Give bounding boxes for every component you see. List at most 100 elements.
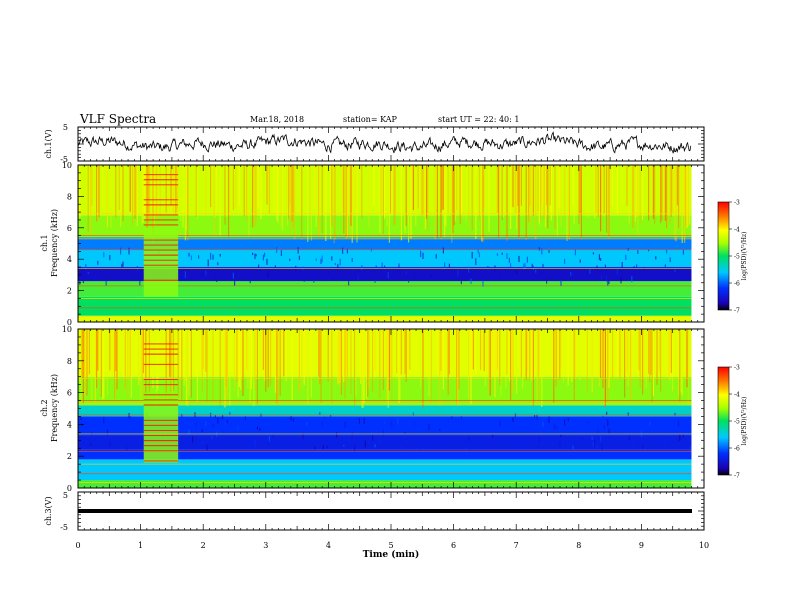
spectrogram-streak: [354, 329, 356, 406]
spectrogram-streak: [554, 329, 556, 376]
spectrogram-streak: [86, 329, 88, 396]
spectrogram-streak: [632, 165, 634, 229]
ch1-spectrogram-ylabel-line1: ch.1: [40, 234, 49, 251]
spectrogram-streak: [234, 329, 236, 392]
spectrogram-streak: [556, 426, 558, 430]
spectrogram-streak: [400, 329, 402, 375]
spectrogram-streak: [291, 329, 293, 400]
spectrogram-streak: [426, 165, 428, 219]
spectrogram-streak: [91, 165, 93, 207]
spectrogram-streak: [424, 165, 426, 230]
spectrogram-streak: [430, 274, 432, 278]
spectrogram-streak: [325, 165, 327, 241]
spectrogram-streak: [684, 165, 686, 243]
spectrogram-streak: [198, 255, 200, 259]
spectrogram-streak: [374, 444, 376, 448]
spectrogram-streak: [361, 329, 363, 408]
spectrogram-streak: [114, 329, 116, 399]
spectrogram-streak: [105, 280, 107, 286]
spectrogram-streak: [242, 329, 244, 397]
spectrogram-streak: [609, 165, 611, 206]
spectrogram-streak: [687, 165, 689, 227]
spectrogram-streak: [404, 165, 406, 233]
spectrogram-streak: [195, 165, 197, 218]
time-tick-label: 9: [639, 541, 644, 550]
spectrogram-streak: [211, 434, 213, 440]
spectrogram-streak: [351, 165, 353, 243]
spectrogram-streak: [390, 165, 392, 213]
spectrogram-streak: [600, 258, 602, 261]
spectrogram-streak: [272, 435, 274, 439]
spectrogram-streak: [265, 329, 267, 392]
spectrogram-streak: [338, 329, 340, 386]
spectrogram-streak: [136, 165, 138, 227]
spectrogram-streak: [608, 329, 610, 389]
spectrogram-streak: [97, 260, 99, 265]
ch3-waveform-ticks: [77, 491, 705, 531]
spectrogram-streak: [649, 329, 651, 383]
spectrogram-streak: [79, 329, 81, 383]
spectrogram-streak: [602, 415, 604, 423]
spectrogram-streak: [669, 257, 671, 263]
spectrogram-streak: [495, 329, 497, 371]
spectrogram-streak: [508, 257, 510, 263]
spectrogram-streak: [266, 329, 268, 372]
spectrogram-streak: [472, 329, 474, 370]
spectrogram-streak: [559, 165, 561, 208]
spectrogram-streak: [398, 329, 400, 403]
spectrogram-streak: [483, 329, 485, 372]
ch1-colorbar: -3 -4 -5 -6 -7 log(PSD)(V²/Hz): [717, 200, 748, 315]
spectrogram-streak: [685, 165, 687, 226]
spectrogram-streak: [496, 253, 498, 256]
spectrogram-streak: [546, 278, 548, 284]
spectrogram-streak: [520, 165, 522, 206]
spectrogram-streak: [410, 165, 412, 239]
spectrogram-streak: [98, 165, 100, 218]
spectrogram-streak: [129, 165, 131, 212]
spectrogram-streak: [573, 329, 575, 401]
spectrogram-streak: [676, 165, 678, 206]
spectrogram-streak: [266, 258, 268, 265]
spectrogram-streak: [600, 435, 602, 441]
spectrogram-band: [78, 480, 692, 488]
spectrogram-streak: [249, 329, 251, 403]
spectrogram-streak: [538, 436, 540, 443]
spectrogram-streak: [631, 276, 633, 283]
spectrogram-streak: [678, 420, 680, 427]
spectrogram-streak: [384, 165, 386, 219]
spectrogram-streak: [596, 265, 598, 270]
spectrogram-streak: [589, 268, 591, 274]
spectrogram-streak: [676, 274, 678, 278]
spectrogram-streak: [180, 165, 182, 221]
spectrogram-streak: [188, 252, 190, 257]
spectrogram-streak: [451, 165, 453, 243]
spectrogram-streak: [470, 278, 472, 284]
spectrogram-streak: [616, 329, 618, 378]
spectrogram-band: [78, 416, 692, 436]
spectrogram-streak: [500, 329, 502, 396]
spectrogram-streak: [542, 421, 544, 428]
spectrogram-streak: [674, 412, 676, 416]
spectrogram-streak: [212, 254, 214, 260]
spectrogram-streak: [572, 329, 574, 374]
spectrogram-streak: [313, 279, 315, 283]
spectrogram-streak: [642, 444, 644, 450]
spectrogram-streak: [212, 329, 214, 403]
spectrogram-streak: [345, 329, 347, 372]
spectrogram-streak: [236, 329, 238, 382]
spectrogram-streak: [186, 329, 188, 405]
spectrogram-streak: [102, 165, 104, 208]
spectrogram-streak: [243, 165, 245, 217]
spectrogram-band: [78, 315, 692, 322]
spectrogram-streak: [216, 165, 218, 211]
spectrogram-streak: [660, 329, 662, 392]
spectrogram-streak: [475, 165, 477, 239]
spectrogram-streak: [554, 165, 556, 230]
spectrogram-streak: [632, 439, 634, 445]
spectrogram-streak: [434, 165, 436, 240]
spectrogram-streak: [633, 266, 635, 269]
spectrogram-streak: [412, 165, 414, 211]
spectrogram-streak: [619, 329, 621, 380]
spectrogram-streak: [327, 329, 329, 382]
spectrogram-streak: [499, 420, 501, 427]
